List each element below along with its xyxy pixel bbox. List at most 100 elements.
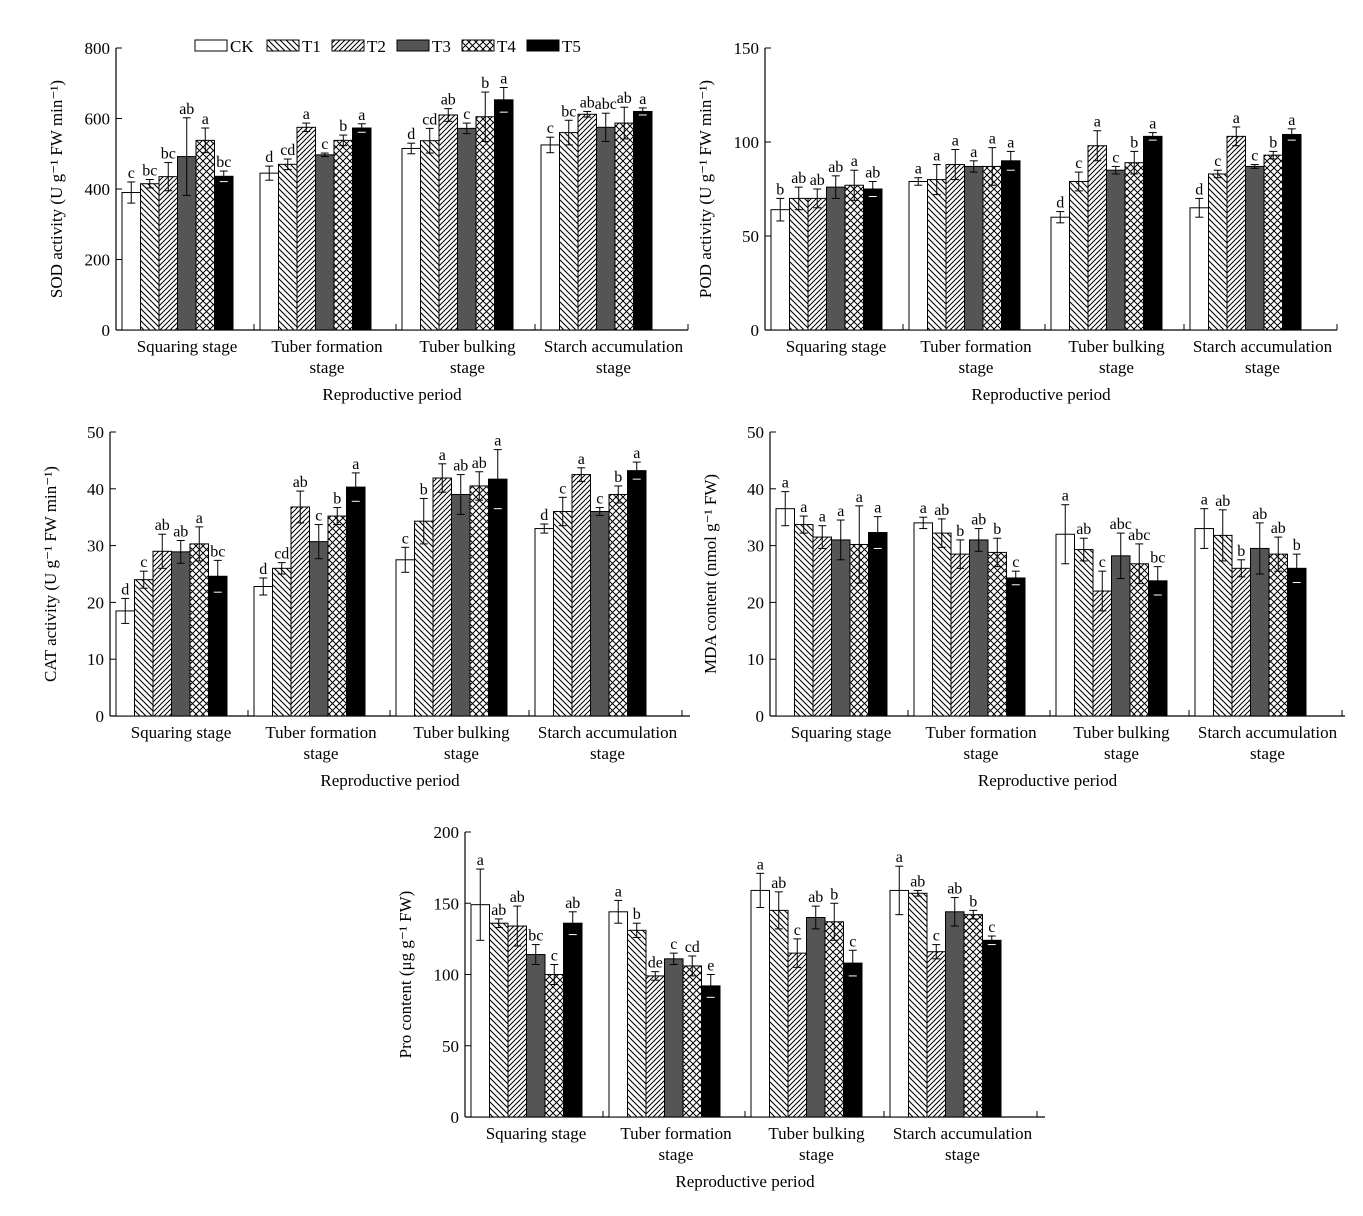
cat-chart: 0 10 20 30 40 50 CAT activity (U g⁻¹ FW min⁻¹)… xyxy=(41,423,690,790)
x-axis-title: Reproductive period xyxy=(675,1172,815,1191)
x-tick-label: Starch accumulation xyxy=(1198,723,1338,742)
bar-t1 xyxy=(769,909,789,1118)
significance-label: b xyxy=(830,886,838,903)
bar-t3 xyxy=(1106,169,1126,331)
significance-label: abc xyxy=(595,96,617,113)
bar-t5 xyxy=(214,175,234,331)
x-tick-label: stage xyxy=(304,744,339,763)
bar-t2 xyxy=(945,164,965,331)
bar-t4 xyxy=(682,965,702,1118)
bar-t1 xyxy=(414,520,434,717)
significance-label: d xyxy=(407,126,415,143)
bar-t4 xyxy=(1263,154,1283,331)
x-tick-label: Tuber formation xyxy=(920,337,1032,356)
y-axis-title: POD activity (U g⁻¹ FW min⁻¹) xyxy=(696,80,715,298)
significance-label: ab xyxy=(947,881,962,898)
bar-t5 xyxy=(1148,580,1168,717)
significance-label: c xyxy=(1112,149,1119,166)
significance-label: ab xyxy=(934,502,949,519)
x-tick-label: Tuber bulking xyxy=(1073,723,1170,742)
significance-label: b xyxy=(333,491,341,508)
bar-t4 xyxy=(475,116,495,331)
significance-label: ab xyxy=(791,170,806,187)
bar-ck xyxy=(1189,207,1209,331)
bar-t2 xyxy=(571,474,591,717)
bar-t4 xyxy=(824,921,844,1118)
significance-label: ab xyxy=(865,164,880,181)
significance-label: c xyxy=(321,136,328,153)
bar-t4 xyxy=(1124,162,1144,331)
x-tick-label: Starch accumulation xyxy=(893,1124,1033,1143)
bar-t3 xyxy=(526,954,546,1118)
legend-label-t5: T5 xyxy=(562,37,581,56)
x-axis-title: Reproductive period xyxy=(978,771,1118,790)
bar-t2 xyxy=(1226,135,1246,331)
bar-t5 xyxy=(563,922,583,1118)
bar-t1 xyxy=(420,140,440,331)
bar-t1 xyxy=(932,532,952,717)
bar-t4 xyxy=(544,974,564,1118)
bar-t2 xyxy=(290,506,310,717)
bar-t5 xyxy=(488,478,508,717)
bar-t5 xyxy=(633,110,653,331)
legend-item-t2: T2 xyxy=(331,37,386,56)
significance-label: b xyxy=(481,75,489,92)
y-tick-label: 40 xyxy=(747,480,764,499)
x-tick-label: stage xyxy=(1245,358,1280,377)
significance-label: b xyxy=(1269,134,1277,151)
bar-t5 xyxy=(843,962,863,1118)
significance-label: c xyxy=(547,120,554,137)
y-tick-label: 0 xyxy=(102,321,111,340)
y-tick-label: 600 xyxy=(85,110,111,129)
bar-ck xyxy=(259,172,279,331)
bar-t3 xyxy=(1111,555,1131,717)
significance-label: a xyxy=(856,489,863,506)
bar-ck xyxy=(534,528,554,717)
significance-label: a xyxy=(989,131,996,148)
significance-label: ab xyxy=(828,159,843,176)
significance-label: d xyxy=(265,149,273,166)
significance-label: ab xyxy=(910,873,925,890)
bar-t1 xyxy=(272,567,292,717)
x-tick-label: Tuber bulking xyxy=(419,337,516,356)
bar-ck xyxy=(540,144,560,331)
bar-t1 xyxy=(1074,549,1094,717)
bar-t2 xyxy=(507,925,527,1118)
significance-label: a xyxy=(1094,114,1101,131)
bar-ck xyxy=(608,911,628,1118)
bar-t1 xyxy=(789,197,809,331)
y-tick-label: 10 xyxy=(747,650,764,669)
bar-t5 xyxy=(1143,135,1163,331)
x-tick-label: Squaring stage xyxy=(486,1124,587,1143)
bar-t2 xyxy=(787,952,807,1118)
bar-ck xyxy=(908,180,928,331)
y-tick-label: 20 xyxy=(87,593,104,612)
significance-label: b xyxy=(339,118,347,135)
significance-label: a xyxy=(970,144,977,161)
significance-label: c xyxy=(933,928,940,945)
bar-ck xyxy=(775,508,795,717)
significance-label: a xyxy=(1288,112,1295,129)
significance-label: d xyxy=(1195,181,1203,198)
bar-t4 xyxy=(844,184,864,331)
bar-t4 xyxy=(608,493,628,717)
significance-label: b xyxy=(1130,134,1138,151)
bar-t3 xyxy=(457,127,477,331)
significance-label: ab xyxy=(810,172,825,189)
significance-label: bc xyxy=(561,103,576,120)
legend-swatch-t4 xyxy=(461,39,495,52)
bar-t2 xyxy=(438,114,458,331)
x-tick-label: stage xyxy=(1250,744,1285,763)
significance-label: e xyxy=(707,958,714,975)
bar-t5 xyxy=(346,486,366,717)
x-tick-label: stage xyxy=(1099,358,1134,377)
significance-label: a xyxy=(920,500,927,517)
bar-t4 xyxy=(963,914,983,1118)
y-tick-label: 0 xyxy=(751,321,760,340)
y-tick-label: 40 xyxy=(87,480,104,499)
legend-swatch-t3 xyxy=(396,39,430,52)
bar-ck xyxy=(115,610,135,717)
bar-t2 xyxy=(812,536,832,717)
significance-label: ab xyxy=(617,90,632,107)
bar-t5 xyxy=(494,99,514,331)
